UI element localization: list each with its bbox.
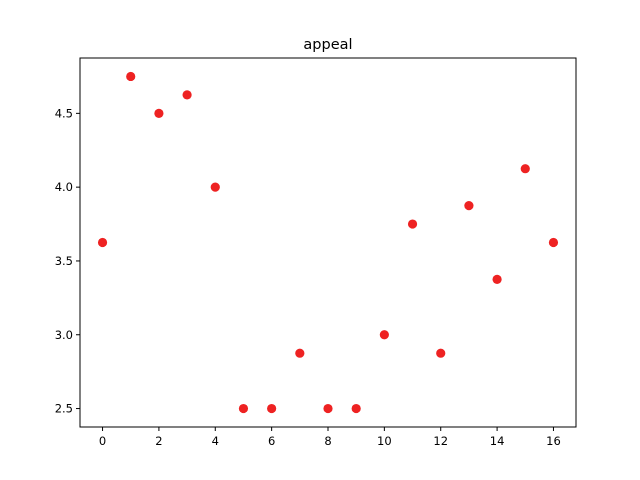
- x-tick-label: 14: [490, 434, 505, 448]
- data-point: [436, 348, 446, 358]
- data-point: [210, 182, 220, 192]
- axes-frame: [79, 57, 577, 428]
- data-point: [464, 201, 474, 211]
- x-tick-label: 4: [212, 434, 219, 448]
- data-point: [351, 403, 361, 414]
- data-point: [548, 237, 559, 248]
- x-tick-label: 6: [268, 434, 275, 448]
- x-axis: 0 2 4 6 8 10 12 14 16: [99, 427, 561, 448]
- y-tick-label: 3.5: [55, 254, 73, 268]
- data-point: [379, 330, 389, 340]
- x-tick-label: 8: [324, 434, 331, 448]
- data-point: [520, 164, 530, 174]
- x-tick-label: 16: [546, 434, 561, 448]
- y-tick-label: 4.0: [55, 180, 73, 194]
- y-tick-label: 4.5: [55, 106, 73, 120]
- x-tick-label: 10: [377, 434, 392, 448]
- data-point: [97, 237, 108, 248]
- data-point: [295, 348, 305, 358]
- y-tick-label: 3.0: [55, 328, 73, 342]
- data-point: [154, 108, 164, 118]
- data-point: [267, 403, 277, 414]
- x-tick-label: 2: [155, 434, 162, 448]
- y-tick-label: 2.5: [55, 402, 73, 416]
- data-point: [182, 90, 192, 100]
- x-tick-label: 0: [99, 434, 106, 448]
- data-points: [97, 71, 559, 414]
- x-tick-label: 12: [433, 434, 448, 448]
- chart-title: appeal: [303, 37, 352, 53]
- data-point: [492, 274, 502, 284]
- data-point: [323, 403, 333, 414]
- data-point: [407, 219, 418, 229]
- y-axis: 2.5 3.0 3.5 4.0 4.5: [55, 106, 80, 416]
- data-point: [238, 403, 249, 414]
- data-point: [126, 71, 136, 82]
